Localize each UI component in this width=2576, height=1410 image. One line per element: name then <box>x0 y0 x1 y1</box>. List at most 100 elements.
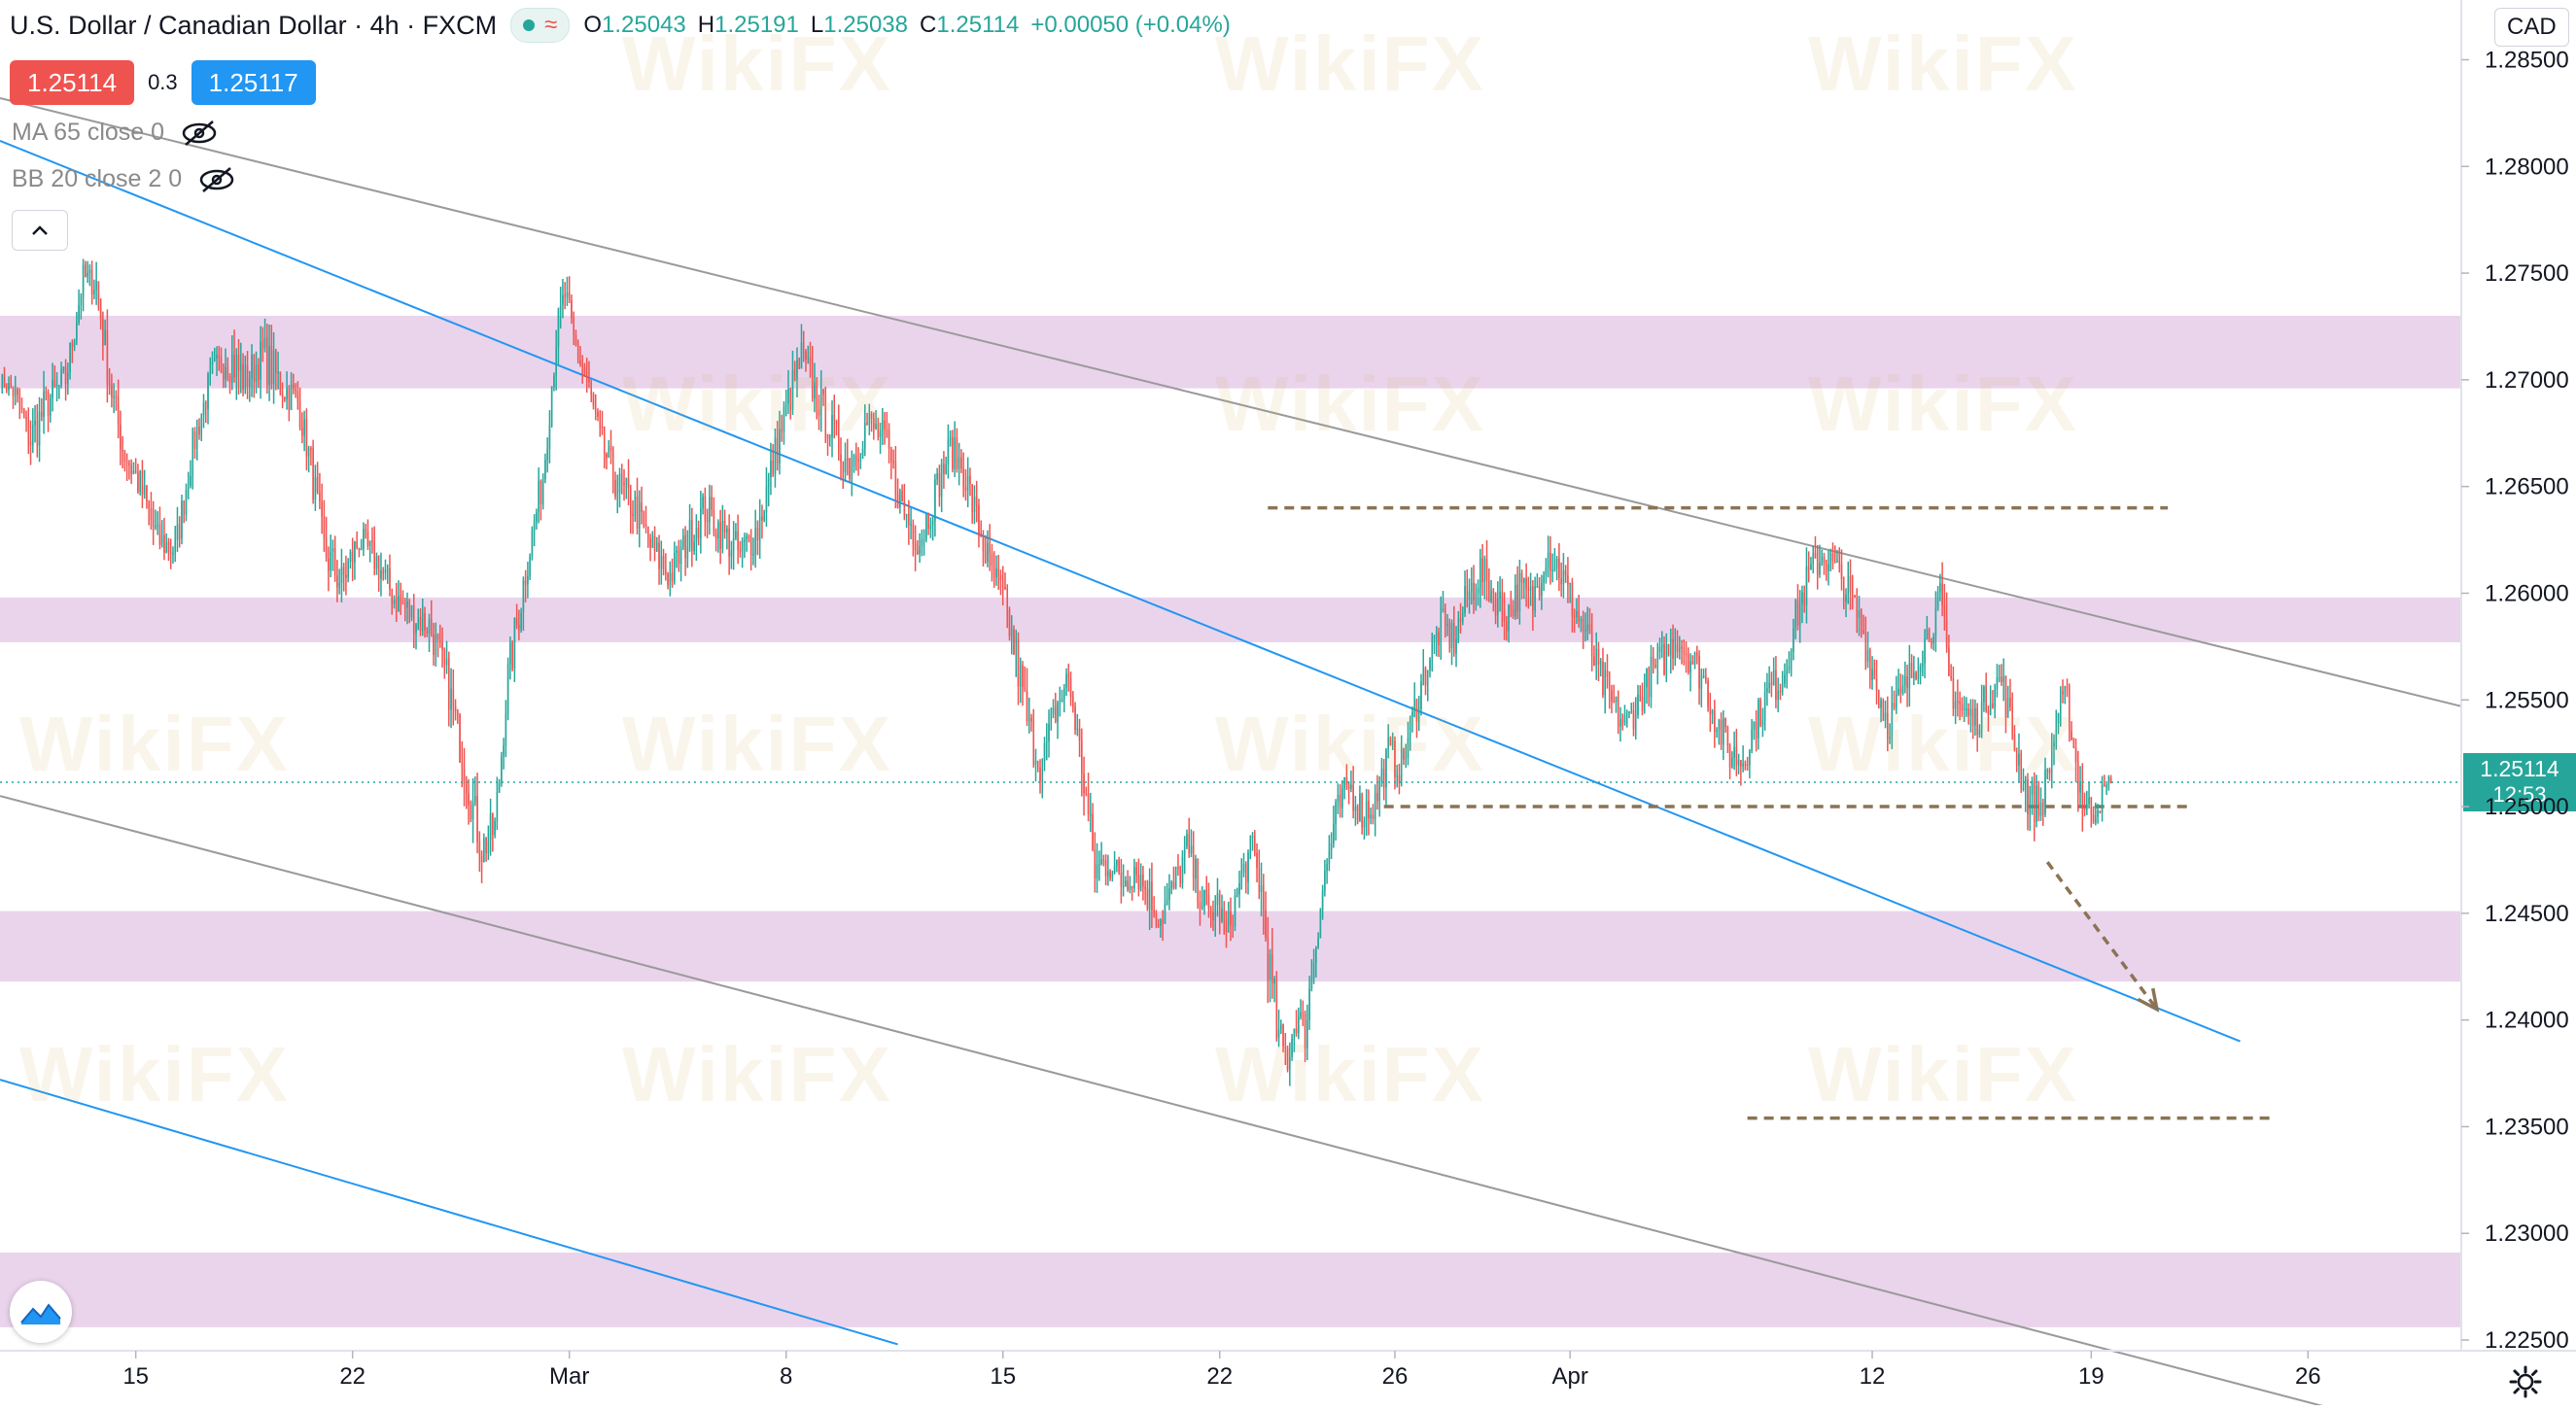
eye-hidden-icon[interactable] <box>180 120 219 147</box>
candle-body <box>1619 718 1621 727</box>
candle-body <box>1796 600 1799 626</box>
candle-body <box>601 426 604 429</box>
candle-body <box>211 361 214 365</box>
candle-body <box>2027 778 2029 814</box>
candle-body <box>1284 1046 1287 1049</box>
candle-body <box>1663 643 1665 674</box>
current-price-label: 1.25114 <box>2480 756 2559 781</box>
candle-body <box>527 575 529 585</box>
candle-body <box>641 502 643 513</box>
open-label: O <box>583 12 603 38</box>
candle-body <box>1081 740 1083 774</box>
candle-body <box>14 389 17 396</box>
candle-body <box>1230 911 1232 926</box>
candle-body <box>1461 612 1464 622</box>
candle-body <box>1887 712 1889 739</box>
candle-body <box>566 292 569 297</box>
candle-body <box>1823 556 1826 565</box>
buy-button[interactable]: 1.25117 <box>191 60 316 105</box>
gear-icon <box>2509 1365 2542 1398</box>
candle-body <box>1289 1056 1291 1070</box>
candle-body <box>78 305 80 323</box>
candle-body <box>148 500 150 508</box>
candle-body <box>1280 1024 1282 1030</box>
current-price-tag <box>2463 753 2576 812</box>
candle-body <box>964 487 967 491</box>
candle-body <box>1828 564 1829 571</box>
candle-body <box>653 535 656 552</box>
candle-body <box>307 448 310 457</box>
candle-body <box>531 530 534 557</box>
candle-body <box>739 550 742 552</box>
candle-body <box>509 642 511 665</box>
candle-body <box>662 556 665 569</box>
candle-body <box>791 369 794 410</box>
candle-body <box>53 379 56 387</box>
eye-hidden-icon[interactable] <box>197 166 236 193</box>
candle-body <box>128 463 130 465</box>
candle-body <box>213 359 216 362</box>
candle-body <box>1216 893 1219 906</box>
candle-body <box>597 411 599 417</box>
candle-body <box>1621 718 1624 725</box>
candle-body <box>1862 630 1864 634</box>
candle-body <box>1174 867 1177 888</box>
indicator-bb[interactable]: BB 20 close 2 0 <box>12 165 236 193</box>
candle-body <box>1258 868 1261 893</box>
currency-badge[interactable]: CAD <box>2494 8 2569 47</box>
candle-body <box>1391 740 1394 746</box>
candle-body <box>1749 750 1751 766</box>
market-status-pill[interactable]: ≈ <box>510 8 571 43</box>
candle-body <box>529 556 531 576</box>
y-tick-label: 1.28000 <box>2485 154 2569 180</box>
candle-body <box>1321 890 1324 911</box>
candle-body <box>1457 618 1460 639</box>
candle-body <box>1494 593 1497 616</box>
candle-body <box>814 382 816 399</box>
candle-body <box>1471 582 1473 592</box>
candle-body <box>1897 688 1899 695</box>
candle-body <box>1910 663 1913 678</box>
candle-body <box>1959 701 1961 705</box>
candle-body <box>330 551 331 571</box>
candle-body <box>1576 611 1578 617</box>
candle-body <box>2037 785 2040 816</box>
candle-body <box>921 539 923 546</box>
candle-body <box>349 551 352 562</box>
indicator-ma[interactable]: MA 65 close 0 <box>12 119 219 147</box>
collapse-legend-button[interactable] <box>12 210 68 251</box>
candle-body <box>1048 723 1050 741</box>
candle-body <box>1803 592 1805 606</box>
settings-button[interactable] <box>2506 1362 2545 1401</box>
candle-body <box>424 612 426 631</box>
candle-body <box>1263 885 1265 911</box>
candle-body <box>1195 858 1197 879</box>
candle-body <box>741 540 744 552</box>
candle-body <box>1709 706 1712 715</box>
candle-body <box>228 375 231 383</box>
candle-body <box>853 455 855 467</box>
candle-body <box>947 439 950 464</box>
candle-body <box>828 436 831 439</box>
symbol-title[interactable]: U.S. Dollar / Canadian Dollar · 4h · FXC… <box>10 10 498 40</box>
candle-body <box>489 813 492 841</box>
candle-body <box>2041 803 2044 814</box>
candle-body <box>1282 1024 1284 1047</box>
candle-body <box>325 537 328 559</box>
candle-body <box>268 346 270 385</box>
tradingview-logo-button[interactable] <box>10 1281 72 1343</box>
candle-body <box>1711 710 1714 715</box>
candle-body <box>1151 881 1153 911</box>
candle-body <box>503 744 505 757</box>
candle-body <box>457 711 459 715</box>
candle-body <box>949 437 952 440</box>
sell-button[interactable]: 1.25114 <box>10 60 135 105</box>
candle-body <box>321 500 323 517</box>
candle-body <box>763 512 765 521</box>
candle-body <box>770 460 772 478</box>
candle-body <box>1805 566 1808 606</box>
candle-body <box>1595 648 1597 666</box>
candle-body <box>781 429 783 432</box>
